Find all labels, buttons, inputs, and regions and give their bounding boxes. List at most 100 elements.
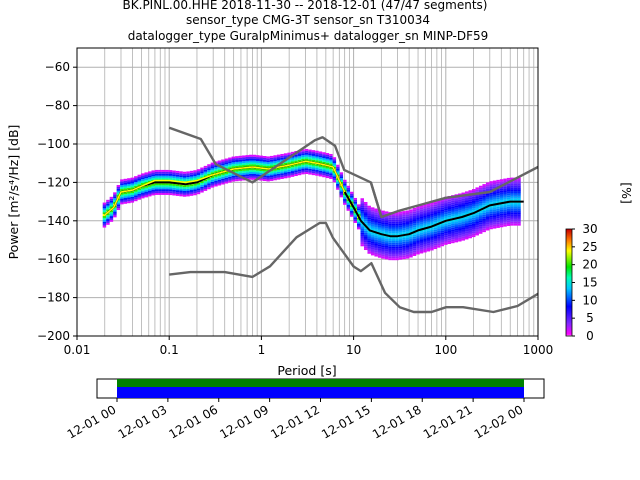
- psd-density-cell: [175, 170, 180, 173]
- psd-density-cell: [395, 250, 399, 253]
- psd-density-cell: [353, 213, 358, 216]
- psd-density-cell: [503, 220, 507, 223]
- psd-density-cell: [238, 159, 243, 162]
- psd-density-cell: [280, 171, 284, 174]
- psd-density-cell: [506, 218, 511, 221]
- psd-density-cell: [339, 195, 344, 198]
- psd-density-cell: [318, 170, 323, 173]
- psd-density-cell: [179, 179, 183, 181]
- psd-density-cell: [297, 155, 302, 158]
- psd-density-cell: [203, 171, 208, 174]
- psd-density-cell: [475, 198, 479, 201]
- psd-density-cell: [451, 237, 455, 240]
- psd-density-cell: [210, 166, 215, 169]
- psd-density-cell: [419, 213, 424, 216]
- series-line-nhnm-long-period: [369, 165, 539, 219]
- psd-density-cell: [363, 234, 368, 237]
- psd-density-cell: [287, 166, 291, 169]
- psd-density-cell: [471, 231, 476, 234]
- psd-density-cell: [175, 178, 180, 181]
- psd-density-cell: [468, 219, 472, 221]
- psd-density-cell: [127, 197, 131, 200]
- psd-density-cell: [458, 201, 462, 204]
- psd-density-cell: [416, 250, 420, 253]
- psd-density-cell: [165, 183, 169, 186]
- psd-density-cell: [325, 160, 330, 163]
- psd-density-cell: [130, 192, 135, 195]
- psd-density-cell: [367, 205, 371, 208]
- colorbar-slice: [566, 262, 572, 264]
- psd-density-cell: [513, 179, 518, 182]
- psd-density-cell: [517, 208, 521, 211]
- colorbar-slice: [566, 310, 572, 312]
- psd-density-cell: [168, 191, 173, 194]
- psd-density-cell: [444, 239, 448, 241]
- psd-density-cell: [329, 155, 333, 158]
- psd-density-cell: [419, 216, 424, 219]
- psd-density-cell: [444, 223, 448, 226]
- psd-density-cell: [339, 193, 344, 196]
- psd-density-cell: [409, 222, 413, 225]
- psd-density-cell: [350, 191, 354, 194]
- psd-density-cell: [228, 165, 232, 168]
- psd-density-cell: [343, 183, 347, 186]
- psd-density-cell: [465, 204, 469, 207]
- psd-density-cell: [482, 220, 486, 223]
- psd-density-cell: [123, 186, 128, 189]
- psd-density-cell: [402, 241, 406, 244]
- psd-density-cell: [395, 212, 399, 215]
- psd-density-cell: [409, 226, 413, 229]
- psd-density-cell: [370, 224, 375, 227]
- psd-density-cell: [478, 210, 483, 213]
- psd-density-cell: [412, 223, 417, 226]
- psd-density-cell: [123, 182, 128, 185]
- psd-density-cell: [200, 186, 204, 189]
- colorbar-slice: [566, 289, 572, 291]
- psd-density-cell: [154, 192, 159, 195]
- psd-density-cell: [426, 224, 431, 227]
- psd-density-cell: [102, 223, 107, 226]
- psd-density-cell: [465, 225, 469, 228]
- psd-density-cell: [290, 161, 295, 164]
- psd-density-cell: [147, 186, 152, 189]
- title-line-1: BK.PINL.00.HHE 2018-11-30 -- 2018-12-01 …: [123, 0, 488, 12]
- psd-density-cell: [179, 171, 183, 174]
- psd-density-cell: [440, 209, 445, 212]
- psd-density-cell: [513, 219, 518, 222]
- psd-density-cell: [182, 189, 187, 191]
- psd-density-cell: [196, 174, 201, 177]
- colorbar-slice: [566, 233, 572, 235]
- psd-density-cell: [461, 238, 466, 241]
- colorbar-slice: [566, 296, 572, 298]
- psd-density-cell: [461, 192, 466, 195]
- psd-density-cell: [255, 174, 260, 177]
- psd-density-cell: [437, 228, 441, 231]
- psd-density-cell: [370, 226, 375, 229]
- psd-density-cell: [506, 202, 511, 205]
- psd-density-cell: [172, 187, 176, 190]
- psd-density-cell: [475, 220, 479, 222]
- psd-density-cell: [161, 177, 166, 180]
- psd-density-cell: [308, 164, 312, 167]
- psd-density-cell: [447, 217, 452, 220]
- psd-density-cell: [252, 156, 256, 159]
- psd-density-cell: [287, 171, 291, 174]
- psd-density-cell: [325, 176, 330, 179]
- psd-density-cell: [485, 218, 490, 221]
- y-tick-label: −200: [37, 329, 70, 343]
- psd-density-cell: [120, 181, 124, 184]
- psd-density-cell: [402, 255, 406, 258]
- psd-density-cell: [161, 171, 166, 174]
- psd-density-cell: [245, 162, 250, 165]
- psd-density-cell: [102, 219, 107, 222]
- psd-density-cell: [384, 247, 389, 250]
- psd-density-cell: [416, 231, 420, 234]
- colorbar-slice: [566, 323, 572, 325]
- psd-density-cell: [196, 186, 201, 189]
- psd-density-cell: [402, 236, 406, 239]
- psd-density-cell: [186, 179, 190, 182]
- colorbar-slice: [566, 309, 572, 311]
- psd-density-cell: [381, 241, 385, 244]
- psd-density-cell: [377, 215, 382, 218]
- psd-density-cell: [137, 176, 142, 179]
